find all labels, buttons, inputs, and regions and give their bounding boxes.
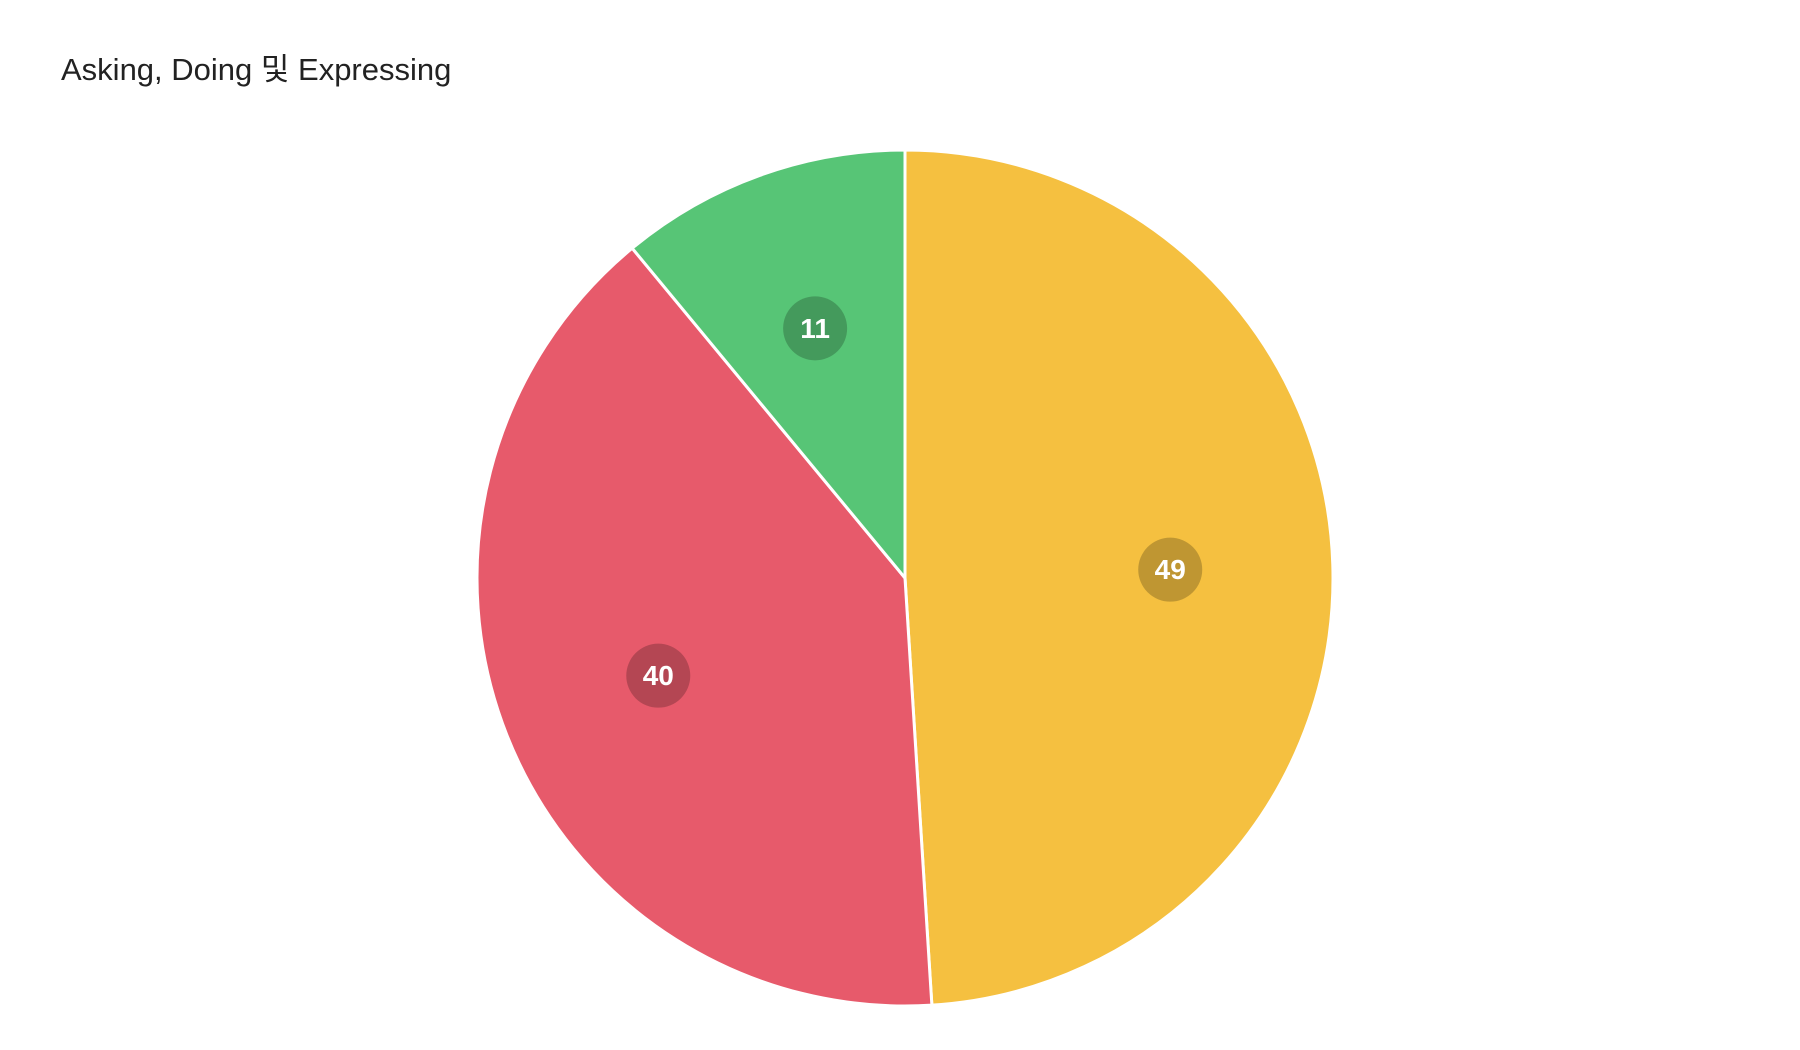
pie-slice: [903, 148, 1335, 1007]
chart-title: Asking, Doing 및 Expressing: [61, 52, 451, 87]
value-label-badge: [626, 643, 691, 708]
value-label: 11: [800, 313, 830, 344]
pie-slice: [475, 246, 934, 1008]
value-label-badge: [783, 296, 848, 361]
value-label: 40: [643, 660, 674, 691]
value-label: 49: [1155, 554, 1186, 585]
value-label-badge: [1138, 537, 1203, 602]
pie-slice: [630, 148, 907, 583]
